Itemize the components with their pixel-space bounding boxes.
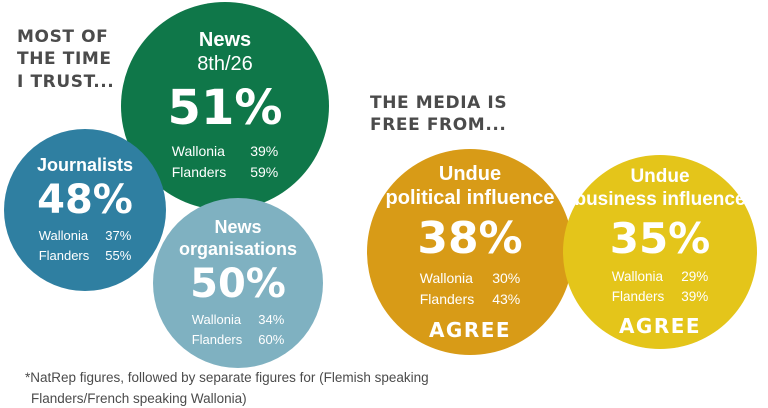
bubble-title: Undue	[630, 165, 690, 187]
region-label: Flanders	[191, 331, 243, 347]
region-breakdown: Wallonia 29% Flanders 39%	[612, 267, 709, 308]
bubble-title: Undue	[438, 163, 502, 185]
bubble-rank: 8th/26	[197, 53, 253, 75]
region-value: 60%	[258, 331, 285, 347]
left-heading-line: THE TIME	[17, 49, 112, 70]
footnote-line: *NatRep figures, followed by separate fi…	[25, 370, 429, 385]
bubble-title: Journalists	[36, 154, 134, 175]
region-label: Wallonia	[38, 228, 89, 244]
region-label: Wallonia	[419, 270, 473, 286]
agree-label: AGREE	[618, 314, 702, 339]
region-label: Flanders	[419, 291, 475, 307]
left-heading-line: I TRUST...	[17, 71, 115, 92]
bubble-percentage: 38%	[417, 213, 523, 264]
region-value: 59%	[250, 163, 279, 180]
region-label: Flanders	[171, 163, 227, 180]
region-value: 30%	[492, 270, 521, 286]
bubble-title: political influence	[385, 187, 555, 209]
region-value: 43%	[492, 291, 521, 307]
region-value: 39%	[250, 142, 279, 159]
agree-label: AGREE	[428, 318, 512, 342]
bubble-title: business influence	[574, 188, 746, 210]
region-breakdown: Wallonia 37% Flanders 55%	[39, 226, 132, 265]
bubble-journalists: Journalists 48% Wallonia 37% Flanders 55…	[4, 129, 166, 291]
bubble-title: News	[198, 29, 252, 52]
region-value: 34%	[258, 312, 285, 328]
bubble-percentage: 51%	[167, 79, 283, 136]
bubble-title: organisations	[178, 238, 298, 259]
bubble-title: News	[214, 216, 262, 237]
right-heading: THE MEDIA IS FREE FROM...	[370, 92, 507, 137]
left-heading-line: MOST OF	[17, 27, 109, 47]
region-breakdown: Wallonia 30% Flanders 43%	[420, 268, 521, 310]
right-heading-line: FREE FROM...	[370, 115, 507, 136]
bubble-undue-business-influence: Undue business influence 35% Wallonia 29…	[563, 155, 757, 349]
right-heading-line: THE MEDIA IS	[370, 93, 508, 113]
footnote: *NatRep figures, followed by separate fi…	[25, 368, 429, 408]
region-label: Flanders	[611, 288, 665, 304]
left-heading: MOST OF THE TIME I TRUST...	[17, 26, 114, 93]
region-value: 39%	[681, 288, 709, 304]
region-label: Flanders	[38, 247, 90, 263]
region-breakdown: Wallonia 34% Flanders 60%	[192, 310, 285, 349]
region-value: 37%	[105, 228, 132, 244]
bubble-undue-political-influence: Undue political influence 38% Wallonia 3…	[367, 149, 573, 355]
region-label: Wallonia	[171, 142, 225, 159]
bubble-percentage: 50%	[190, 261, 286, 308]
bubble-percentage: 48%	[37, 177, 133, 224]
region-label: Wallonia	[191, 312, 242, 328]
bubble-news-organisations: News organisations 50% Wallonia 34% Flan…	[153, 198, 323, 368]
region-breakdown: Wallonia 39% Flanders 59%	[172, 141, 279, 183]
footnote-line: Flanders/French speaking Wallonia)	[31, 390, 247, 406]
region-value: 55%	[105, 247, 132, 263]
region-value: 29%	[681, 268, 709, 284]
bubble-percentage: 35%	[609, 213, 711, 263]
region-label: Wallonia	[611, 268, 663, 284]
